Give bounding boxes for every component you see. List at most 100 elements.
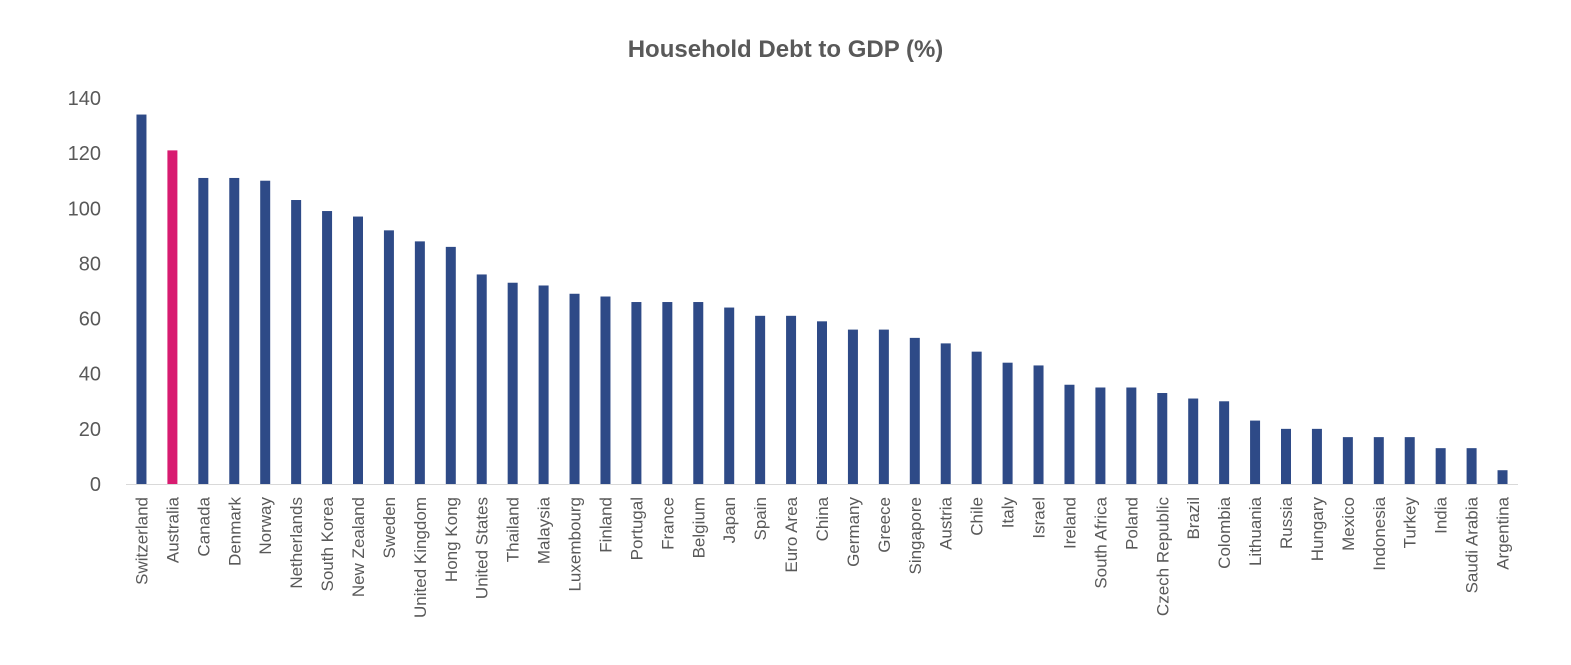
bar-south-korea bbox=[322, 211, 333, 485]
y-tick-label: 120 bbox=[68, 143, 101, 165]
bar-saudi-arabia bbox=[1466, 448, 1477, 484]
bar-poland bbox=[1126, 387, 1137, 484]
x-tick-label: Turkey bbox=[1401, 497, 1420, 549]
bar-greece bbox=[878, 329, 889, 484]
bar-denmark bbox=[229, 177, 240, 484]
x-tick-label: Germany bbox=[844, 497, 863, 567]
bar-italy bbox=[1002, 362, 1013, 484]
bar-switzerland bbox=[136, 114, 147, 485]
x-tick-label: Ireland bbox=[1060, 497, 1079, 549]
y-axis-ticks: 0 20 40 60 80 100 120 140 bbox=[68, 88, 101, 496]
bar-turkey bbox=[1404, 437, 1415, 484]
bar-belgium bbox=[693, 302, 704, 484]
bar-luxembourg bbox=[569, 293, 580, 484]
bar-argentina bbox=[1497, 470, 1508, 484]
y-tick-label: 140 bbox=[68, 88, 101, 110]
x-tick-label: Norway bbox=[256, 497, 275, 555]
bar-japan bbox=[724, 307, 735, 484]
bar-canada bbox=[198, 177, 209, 484]
bar-hungary bbox=[1311, 428, 1322, 484]
bar-india bbox=[1435, 448, 1446, 484]
bar-lithuania bbox=[1250, 420, 1261, 484]
bar-spain bbox=[755, 315, 766, 484]
bar-france bbox=[662, 302, 673, 484]
x-tick-label: Malaysia bbox=[535, 496, 554, 564]
bar-united-kingdom bbox=[414, 241, 425, 484]
x-tick-label: India bbox=[1432, 496, 1451, 533]
x-tick-label: South Africa bbox=[1091, 496, 1110, 588]
x-tick-label: Euro Area bbox=[782, 496, 801, 572]
bar-malaysia bbox=[538, 285, 549, 484]
y-tick-label: 60 bbox=[79, 309, 101, 331]
bar-colombia bbox=[1219, 401, 1230, 484]
x-tick-label: Austria bbox=[937, 496, 956, 549]
x-tick-label: Russia bbox=[1277, 496, 1296, 549]
x-tick-label: Israel bbox=[1030, 497, 1049, 539]
x-tick-label: Lithuania bbox=[1246, 496, 1265, 566]
x-tick-label: Brazil bbox=[1184, 497, 1203, 540]
x-tick-label: Portugal bbox=[627, 497, 646, 560]
bar-mexico bbox=[1342, 437, 1353, 484]
bar-indonesia bbox=[1373, 437, 1384, 484]
x-tick-label: Greece bbox=[875, 497, 894, 553]
x-tick-label: South Korea bbox=[318, 496, 337, 591]
bar-new-zealand bbox=[353, 216, 363, 485]
x-tick-label: Colombia bbox=[1215, 496, 1234, 568]
x-tick-label: Chile bbox=[968, 497, 987, 536]
bar-netherlands bbox=[291, 200, 302, 484]
bar-czech-republic bbox=[1157, 393, 1168, 484]
x-tick-label: Hungary bbox=[1308, 497, 1327, 562]
x-tick-label: Czech Republic bbox=[1153, 497, 1172, 617]
x-tick-label: Poland bbox=[1122, 497, 1141, 550]
x-tick-label: Canada bbox=[194, 496, 213, 556]
bar-israel bbox=[1033, 365, 1044, 484]
chart-title: Household Debt to GDP (%) bbox=[627, 36, 944, 63]
y-tick-label: 0 bbox=[90, 474, 101, 496]
y-tick-label: 80 bbox=[79, 253, 101, 275]
bar-australia bbox=[167, 150, 178, 484]
x-tick-label: China bbox=[813, 496, 832, 541]
bar-china bbox=[817, 321, 827, 484]
bar-chile bbox=[971, 351, 982, 484]
bar-brazil bbox=[1188, 398, 1199, 484]
bar-south-africa bbox=[1095, 387, 1106, 484]
x-axis-labels: Switzerland Australia Canada Denmark Norway N… bbox=[132, 496, 1512, 618]
bar-singapore bbox=[909, 337, 920, 484]
bar-sweden bbox=[383, 230, 394, 484]
x-tick-label: Denmark bbox=[225, 497, 244, 566]
x-tick-label: United States bbox=[473, 497, 492, 599]
x-tick-label: Spain bbox=[751, 497, 770, 540]
bar-austria bbox=[940, 343, 951, 484]
x-tick-label: United Kingdom bbox=[411, 497, 430, 618]
bar-russia bbox=[1281, 428, 1291, 484]
x-tick-label: Finland bbox=[596, 497, 615, 553]
bar-united-states bbox=[476, 274, 487, 484]
x-tick-label: Singapore bbox=[906, 497, 925, 575]
bar-portugal bbox=[631, 302, 642, 484]
x-tick-label: Hong Kong bbox=[442, 497, 461, 582]
x-tick-label: Belgium bbox=[689, 497, 708, 558]
x-tick-label: Argentina bbox=[1494, 496, 1513, 569]
x-tick-label: Saudi Arabia bbox=[1463, 496, 1482, 593]
bar-ireland bbox=[1064, 384, 1075, 484]
x-tick-label: Indonesia bbox=[1370, 496, 1389, 570]
x-tick-label: Thailand bbox=[504, 497, 523, 562]
x-tick-label: Australia bbox=[163, 496, 182, 563]
y-tick-label: 40 bbox=[79, 364, 101, 386]
x-tick-label: New Zealand bbox=[349, 497, 368, 597]
x-tick-label: Switzerland bbox=[132, 497, 151, 585]
x-tick-label: Italy bbox=[999, 497, 1018, 529]
bar-thailand bbox=[507, 282, 518, 484]
bar-norway bbox=[260, 180, 271, 484]
x-tick-label: Mexico bbox=[1339, 497, 1358, 551]
bar-euro-area bbox=[786, 315, 797, 484]
y-tick-label: 100 bbox=[68, 198, 101, 220]
bar-germany bbox=[847, 329, 858, 484]
bar-hong-kong bbox=[445, 246, 456, 484]
x-tick-label: France bbox=[658, 497, 677, 550]
x-tick-label: Sweden bbox=[380, 497, 399, 558]
x-tick-label: Luxembourg bbox=[566, 497, 585, 592]
x-tick-label: Netherlands bbox=[287, 497, 306, 589]
